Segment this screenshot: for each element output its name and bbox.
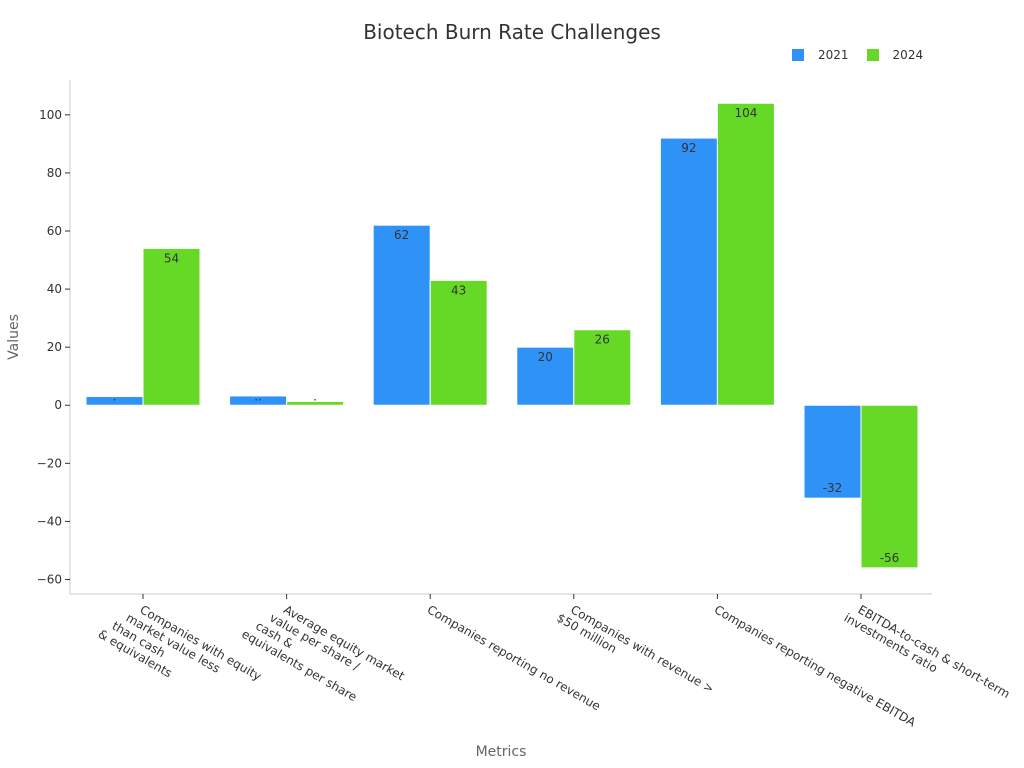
y-tick-label: 20	[47, 340, 62, 354]
y-axis-title: Values	[6, 314, 22, 360]
x-tick-label: Average equity marketvalue per share /ca…	[239, 590, 407, 719]
y-tick-label: −20	[37, 456, 62, 470]
y-tick-label: 60	[47, 224, 62, 238]
y-tick-label: 100	[39, 108, 62, 122]
data-label-2021-1: ··	[254, 393, 262, 407]
bar-2021-2	[372, 224, 431, 406]
bar-2021-1	[229, 395, 288, 406]
x-axis-title: Metrics	[476, 744, 527, 760]
data-label-2024-4: 104	[734, 106, 757, 120]
y-tick-label: 0	[54, 398, 62, 412]
bar-2024-1	[286, 400, 345, 406]
data-label-2024-3: 26	[595, 333, 610, 347]
bar-2024-0	[142, 247, 201, 406]
legend-label-2024: 2024	[892, 48, 924, 62]
bar-2024-4	[716, 102, 775, 406]
bar-2021-4	[659, 137, 718, 406]
legend-swatch-2021	[792, 49, 804, 61]
data-label-2021-3: 20	[538, 350, 553, 364]
bar-2024-3	[573, 329, 632, 406]
data-label-2024-5: -56	[880, 551, 900, 565]
legend: 2021 2024	[792, 48, 941, 62]
y-tick-label: 80	[47, 166, 62, 180]
data-label-2021-0: ·	[113, 393, 117, 407]
legend-item-2024: 2024	[866, 48, 924, 62]
data-label-2024-2: 43	[451, 283, 466, 297]
chart-title: Biotech Burn Rate Challenges	[363, 20, 661, 44]
data-label-2024-1: ·	[313, 393, 317, 407]
legend-item-2021: 2021	[792, 48, 849, 62]
legend-label-2021: 2021	[818, 48, 849, 62]
x-tick-label: Companies with equitymarket value lessth…	[96, 590, 264, 719]
x-tick-label-line: EBITDA-to-cash & short-term	[856, 602, 1013, 701]
data-label-2024-0: 54	[164, 251, 179, 265]
legend-swatch-2024	[866, 49, 879, 61]
y-tick-label: −60	[37, 572, 62, 586]
y-tick-label: −40	[37, 514, 62, 528]
data-label-2021-2: 62	[394, 228, 409, 242]
data-label-2021-5: -32	[823, 481, 843, 495]
x-tick-label-line: Companies with revenue >	[568, 602, 716, 696]
bar-2021-5	[803, 404, 862, 499]
bar-2024-2	[429, 279, 488, 406]
data-label-2021-4: 92	[681, 141, 696, 155]
bar-2024-5	[860, 404, 919, 569]
y-tick-label: 40	[47, 282, 62, 296]
